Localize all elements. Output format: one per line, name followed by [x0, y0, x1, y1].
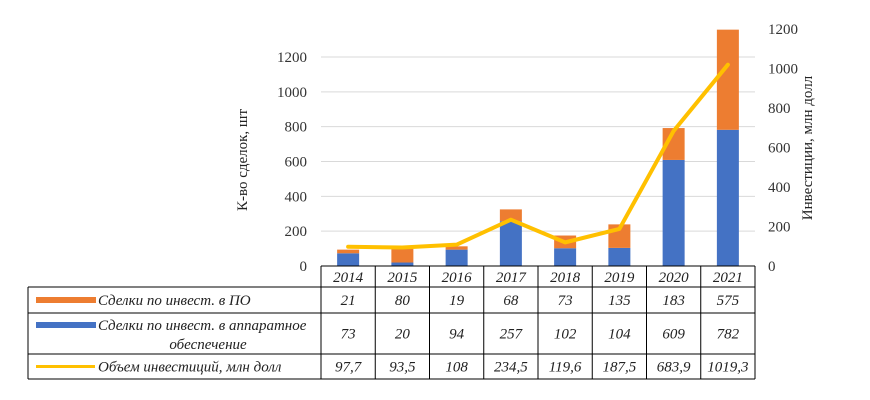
x-tick-label: 2018	[550, 270, 581, 286]
bar-segment	[499, 221, 522, 266]
left-tick-label: 200	[285, 224, 308, 240]
left-tick-label: 0	[300, 259, 308, 275]
table-cell: 73	[558, 293, 573, 309]
bar-segment	[662, 128, 685, 160]
x-tick-label: 2019	[604, 270, 635, 286]
left-tick-label: 1000	[277, 85, 307, 101]
x-tick-label: 2020	[659, 270, 690, 286]
bar-segment	[716, 29, 739, 130]
right-tick-label: 200	[768, 220, 791, 236]
bar-segment	[499, 209, 522, 222]
right-tick-label: 400	[768, 180, 791, 196]
bar-segment	[662, 159, 685, 266]
legend-label: Сделки по инвест. в ПО	[98, 293, 251, 309]
left-axis-ticks: 0 200 400 600 800 1000 1200	[277, 50, 307, 275]
table-cell: 19	[449, 293, 465, 309]
x-tick-label: 2015	[387, 270, 418, 286]
table-cell: 97,7	[335, 360, 363, 376]
table-cell: 135	[608, 293, 631, 309]
left-tick-label: 800	[285, 120, 308, 136]
x-tick-label: 2017	[496, 270, 528, 286]
bar-segment	[445, 246, 468, 250]
table-cell: 683,9	[657, 360, 691, 376]
legend-label: обеспечение	[169, 337, 247, 353]
table-cell: 183	[662, 293, 685, 309]
table-cell: 234,5	[494, 360, 528, 376]
bar-segment	[337, 253, 360, 266]
right-tick-label: 600	[768, 141, 791, 157]
table-cell: 108	[445, 360, 468, 376]
table-cell: 1019,3	[707, 360, 748, 376]
table-cell: 80	[395, 293, 411, 309]
x-tick-label: 2021	[713, 270, 743, 286]
table-cell: 94	[449, 327, 465, 343]
left-tick-label: 600	[285, 155, 308, 171]
right-axis-title: Инвестиции, млн долл	[800, 75, 816, 220]
line-path	[346, 62, 730, 250]
table-cell: 257	[500, 327, 524, 343]
right-tick-label: 800	[768, 101, 791, 117]
right-tick-label: 1000	[768, 62, 798, 78]
legend-key-swatch	[36, 297, 96, 303]
table-cell: 119,6	[549, 360, 582, 376]
table-cell: 73	[341, 327, 356, 343]
table-cell: 20	[395, 327, 411, 343]
legend-label: Сделки по инвест. в аппаратное	[98, 318, 307, 334]
bar-segment	[337, 249, 360, 254]
gridlines	[321, 56, 755, 232]
table-cell: 575	[717, 293, 740, 309]
bar-segment	[445, 249, 468, 266]
left-axis-title: К-во сделок, шт	[235, 109, 251, 212]
bar-segment	[391, 262, 414, 266]
legend-key-swatch	[36, 322, 96, 328]
investment-line	[346, 62, 730, 250]
table-cell: 609	[662, 327, 685, 343]
table-cell: 102	[554, 327, 577, 343]
x-tick-label: 2014	[333, 270, 364, 286]
table-cell: 93,5	[389, 360, 416, 376]
table-cell: 68	[503, 293, 519, 309]
left-tick-label: 1200	[277, 50, 307, 66]
legend-label: Объем инвестиций, млн долл	[98, 360, 282, 376]
right-tick-label: 1200	[768, 22, 798, 38]
right-axis-ticks: 0 200 400 600 800 1000 1200	[768, 22, 798, 275]
bar-segment	[391, 248, 414, 263]
table-cell: 782	[717, 327, 740, 343]
bar-segment	[608, 247, 631, 266]
bars	[337, 29, 739, 266]
right-tick-label: 0	[768, 259, 776, 275]
table-cell: 21	[341, 293, 356, 309]
x-tick-label: 2016	[442, 270, 473, 286]
table-cell: 104	[608, 327, 631, 343]
left-tick-label: 400	[285, 189, 308, 205]
bar-segment	[554, 248, 577, 266]
bar-segment	[716, 129, 739, 266]
table-cell: 187,5	[603, 360, 637, 376]
